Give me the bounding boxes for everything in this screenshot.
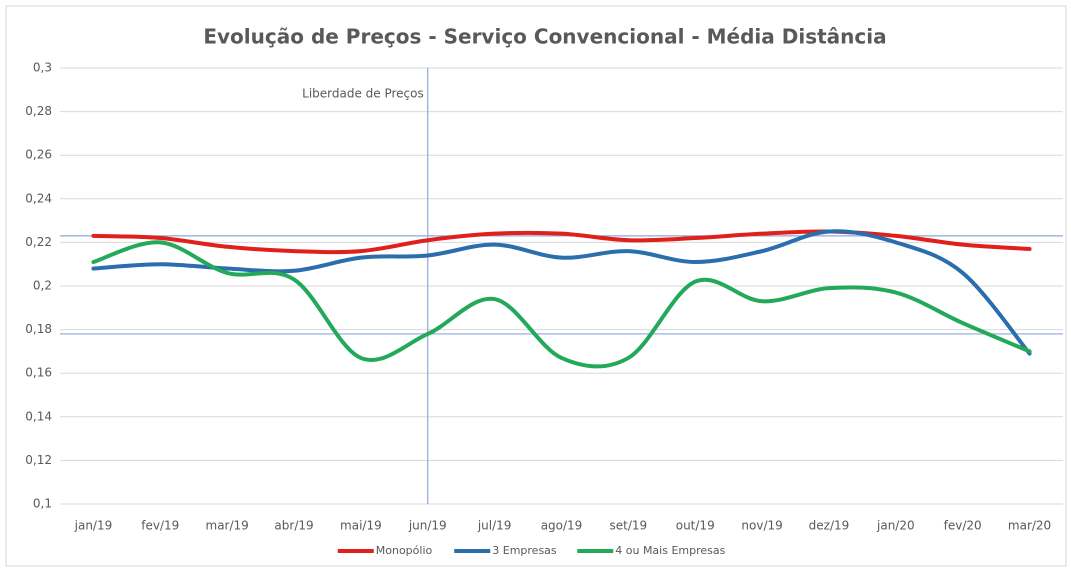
x-tick-label: mar/19 [206, 519, 249, 533]
x-tick-label: abr/19 [274, 519, 313, 533]
x-tick-label: fev/20 [944, 519, 982, 533]
chart-title: Evolução de Preços - Serviço Convenciona… [203, 25, 886, 49]
legend-label: 3 Empresas [492, 544, 557, 557]
y-tick-label: 0,26 [25, 148, 52, 162]
x-tick-label: mar/20 [1008, 519, 1051, 533]
series-line [91, 229, 1032, 255]
x-tick-label: jun/19 [408, 519, 447, 533]
annotation-text: Liberdade de Preços [302, 87, 424, 101]
x-tick-label: out/19 [676, 519, 715, 533]
x-tick-label: fev/19 [141, 519, 179, 533]
y-tick-label: 0,24 [25, 191, 52, 205]
y-tick-label: 0,14 [25, 409, 52, 423]
series-line [91, 229, 1032, 356]
x-tick-label: jan/19 [74, 519, 113, 533]
x-tick-label: dez/19 [809, 519, 850, 533]
x-tick-label: mai/19 [340, 519, 382, 533]
y-tick-label: 0,12 [25, 453, 52, 467]
x-tick-label: nov/19 [741, 519, 782, 533]
legend-label: Monopólio [376, 544, 433, 557]
y-tick-label: 0,22 [25, 235, 52, 249]
y-tick-label: 0,2 [33, 279, 52, 293]
x-tick-label: jul/19 [477, 519, 512, 533]
y-tick-label: 0,16 [25, 366, 52, 380]
y-tick-label: 0,3 [33, 61, 52, 75]
y-tick-label: 0,18 [25, 322, 52, 336]
x-tick-label: jan/20 [876, 519, 915, 533]
y-tick-label: 0,28 [25, 104, 52, 118]
x-tick-label: ago/19 [541, 519, 583, 533]
series-line [91, 240, 1032, 369]
y-tick-label: 0,1 [33, 497, 52, 511]
legend-label: 4 ou Mais Empresas [615, 544, 725, 557]
x-tick-label: set/19 [610, 519, 648, 533]
